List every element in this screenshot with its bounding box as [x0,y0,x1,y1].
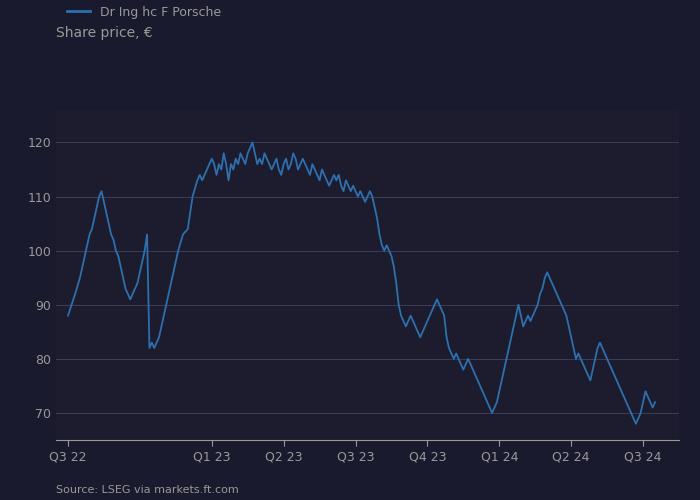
Text: Source: LSEG via markets.ft.com: Source: LSEG via markets.ft.com [56,485,239,495]
Legend: Dr Ing hc F Porsche: Dr Ing hc F Porsche [62,0,226,24]
Text: Share price, €: Share price, € [56,26,153,40]
